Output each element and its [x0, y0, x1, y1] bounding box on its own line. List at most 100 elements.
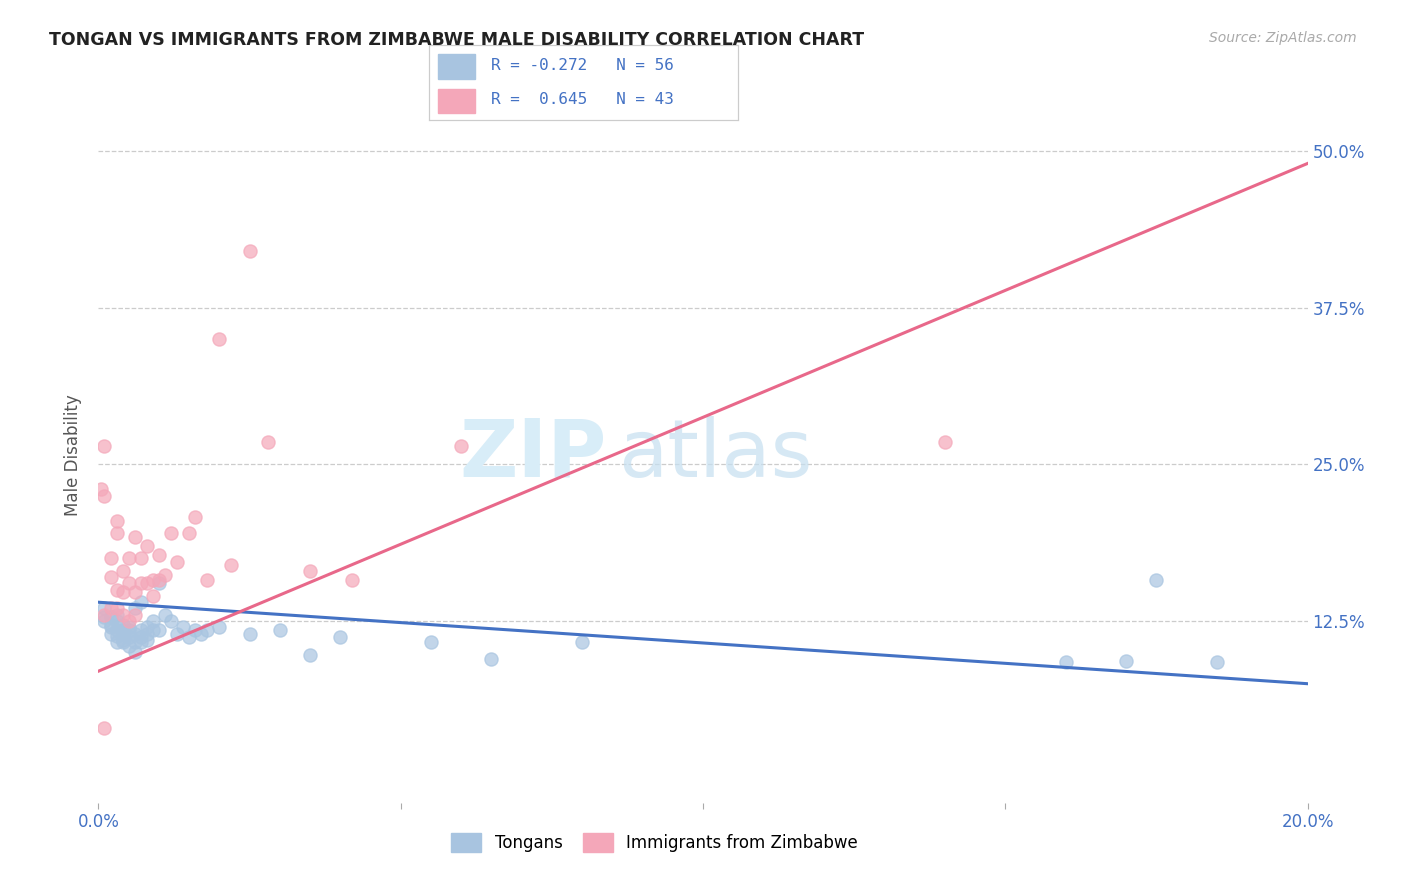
Point	[135, 539, 157, 553]
Point	[420, 635, 443, 649]
Point	[208, 620, 231, 634]
Point	[111, 632, 134, 647]
Point	[1115, 654, 1137, 668]
FancyBboxPatch shape	[439, 54, 475, 78]
Point	[111, 626, 134, 640]
Point	[124, 530, 146, 544]
Point	[153, 607, 176, 622]
Point	[1206, 656, 1229, 670]
Point	[118, 551, 141, 566]
Point	[93, 601, 115, 615]
Text: Source: ZipAtlas.com: Source: ZipAtlas.com	[1209, 31, 1357, 45]
Point	[100, 570, 122, 584]
Point	[118, 639, 141, 653]
Point	[105, 607, 128, 622]
Point	[118, 620, 141, 634]
Point	[105, 635, 128, 649]
Point	[118, 614, 141, 628]
Point	[135, 632, 157, 647]
Point	[329, 630, 352, 644]
Point	[111, 585, 134, 599]
Point	[129, 551, 152, 566]
Point	[160, 526, 183, 541]
Point	[124, 601, 146, 615]
Point	[1144, 573, 1167, 587]
Point	[179, 630, 201, 644]
Point	[129, 635, 152, 649]
Point	[100, 617, 122, 632]
Point	[221, 558, 243, 572]
Point	[105, 614, 128, 628]
Point	[481, 651, 503, 665]
Point	[100, 620, 122, 634]
Point	[160, 614, 183, 628]
Point	[93, 614, 115, 628]
Point	[118, 630, 141, 644]
Point	[129, 623, 152, 637]
Point	[142, 573, 165, 587]
Point	[269, 623, 291, 637]
Point	[93, 489, 115, 503]
Point	[342, 573, 364, 587]
Point	[105, 629, 128, 643]
Text: R = -0.272   N = 56: R = -0.272 N = 56	[491, 58, 673, 73]
Point	[93, 721, 115, 735]
Point	[93, 610, 115, 624]
FancyBboxPatch shape	[439, 88, 475, 112]
Point	[184, 623, 207, 637]
Point	[166, 555, 188, 569]
Point	[100, 610, 122, 624]
Point	[124, 626, 146, 640]
Point	[239, 244, 262, 259]
Legend: Tongans, Immigrants from Zimbabwe: Tongans, Immigrants from Zimbabwe	[443, 824, 866, 861]
Point	[93, 438, 115, 452]
Point	[179, 526, 201, 541]
Point	[100, 601, 122, 615]
Point	[184, 510, 207, 524]
Text: R =  0.645   N = 43: R = 0.645 N = 43	[491, 93, 673, 107]
Point	[100, 626, 122, 640]
Point	[571, 635, 593, 649]
Point	[111, 623, 134, 637]
Point	[256, 434, 278, 449]
Point	[105, 623, 128, 637]
Point	[142, 623, 165, 637]
Point	[135, 626, 157, 640]
Point	[129, 576, 152, 591]
Point	[124, 585, 146, 599]
Point	[124, 635, 146, 649]
Point	[299, 648, 322, 662]
Point	[129, 630, 152, 644]
Point	[111, 607, 134, 622]
Point	[124, 607, 146, 622]
Text: atlas: atlas	[619, 416, 813, 494]
Point	[111, 635, 134, 649]
Point	[299, 564, 322, 578]
Point	[195, 623, 218, 637]
Point	[148, 576, 170, 591]
Point	[1054, 656, 1077, 670]
Point	[118, 576, 141, 591]
Point	[129, 595, 152, 609]
Point	[148, 548, 170, 562]
Text: ZIP: ZIP	[458, 416, 606, 494]
Y-axis label: Male Disability: Male Disability	[65, 394, 83, 516]
Point	[135, 576, 157, 591]
Point	[124, 645, 146, 659]
Point	[105, 601, 128, 615]
Point	[172, 620, 194, 634]
Point	[934, 434, 956, 449]
Point	[208, 332, 231, 346]
Point	[93, 607, 115, 622]
Point	[190, 626, 212, 640]
Point	[142, 614, 165, 628]
Point	[148, 623, 170, 637]
Point	[111, 617, 134, 632]
Point	[135, 620, 157, 634]
Point	[239, 626, 262, 640]
Point	[148, 573, 170, 587]
Point	[105, 526, 128, 541]
Point	[450, 438, 472, 452]
Point	[166, 626, 188, 640]
Point	[105, 514, 128, 528]
